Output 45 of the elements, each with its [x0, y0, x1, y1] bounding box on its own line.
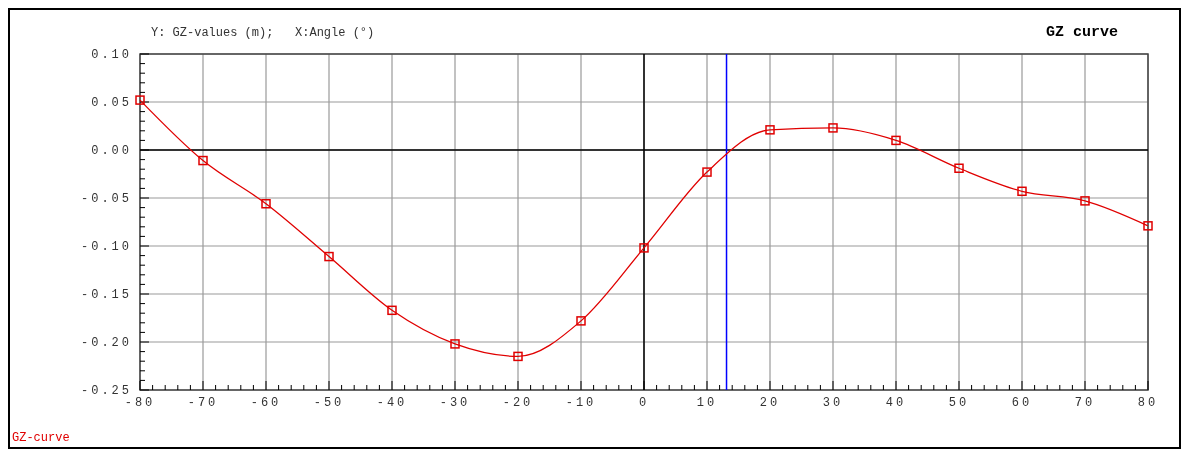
y-tick-label: 0.10	[91, 48, 132, 62]
chart-title: GZ curve	[1045, 24, 1118, 41]
x-tick-label: 80	[1137, 396, 1159, 410]
x-tick-label: -30	[439, 396, 471, 410]
point	[198, 155, 208, 166]
y-tick-label: -0.05	[80, 192, 132, 206]
x-tick-label: 30	[822, 396, 844, 410]
point	[513, 351, 523, 362]
point	[765, 125, 775, 135]
y-tick-label: 0.00	[91, 144, 132, 158]
x-tick-label: -80	[124, 396, 156, 410]
point	[261, 199, 271, 209]
x-tick-label: -40	[376, 396, 408, 410]
y-tick-label: -0.20	[80, 336, 132, 350]
point	[828, 123, 838, 133]
point	[387, 305, 397, 316]
x-tick-label: -50	[313, 396, 345, 410]
x-tick-label: 0	[638, 396, 650, 410]
point	[576, 316, 586, 326]
point	[954, 163, 964, 173]
point	[450, 339, 460, 349]
text: GZ-curve	[12, 431, 70, 445]
x-tick-label: -70	[187, 396, 219, 410]
chart-subtitle: Y: GZ-values (m); X:Angle (°)	[151, 26, 375, 40]
x-tick-label: 20	[759, 396, 781, 410]
x-tick-label: 60	[1011, 396, 1033, 410]
point	[1080, 196, 1090, 206]
y-tick-label: -0.25	[80, 384, 132, 398]
x-tick-label: 50	[948, 396, 970, 410]
point	[891, 135, 901, 146]
x-tick-label: 70	[1074, 396, 1096, 410]
point	[324, 251, 334, 262]
point	[702, 167, 712, 177]
point	[1017, 186, 1027, 197]
y-tick-label: -0.10	[80, 240, 132, 254]
y-tick-label: 0.05	[91, 96, 132, 110]
x-tick-label: 40	[885, 396, 907, 410]
point	[1143, 221, 1153, 231]
y-tick-label: -0.15	[80, 288, 132, 302]
x-tick-label: 10	[696, 396, 718, 410]
x-tick-label: -10	[565, 396, 597, 410]
point	[639, 243, 649, 253]
point	[135, 95, 145, 105]
x-tick-label: -20	[502, 396, 534, 410]
x-tick-label: -60	[250, 396, 282, 410]
